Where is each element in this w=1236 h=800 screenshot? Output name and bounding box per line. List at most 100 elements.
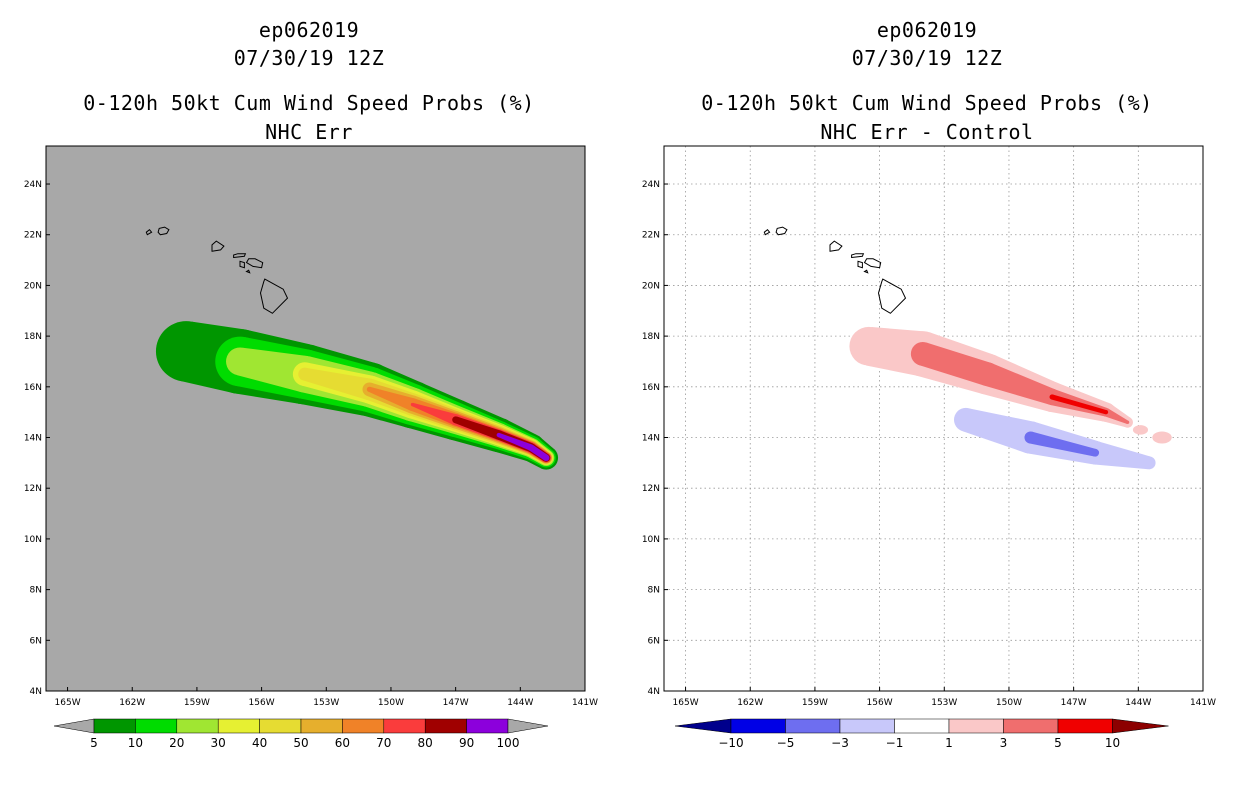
difference-map: 165W 162W 159W 156W 153W 150W 147W 144W 141W 4N 6N… [642, 145, 1216, 750]
plot-area [145, 226, 559, 470]
x-tick-label: 150W [378, 698, 404, 708]
colorbar-label: 70 [376, 736, 391, 750]
y-tick-label: 12N [24, 484, 42, 494]
colorbar-swatch [894, 718, 950, 734]
pos-anomaly-blob [1125, 420, 1130, 425]
plot-background [46, 146, 585, 691]
colorbar-label: −1 [886, 736, 904, 750]
prob-contour-segment [497, 432, 533, 451]
neg-anomaly-segment [1093, 441, 1151, 470]
colorbar-label: 30 [211, 736, 226, 750]
colorbar-label: 50 [293, 736, 308, 750]
prob-contour-level-90 [496, 432, 550, 462]
x-tick-label: 144W [507, 698, 533, 708]
colorbar-swatch [839, 718, 895, 734]
island-coastline-1 [157, 226, 170, 236]
pos-anomaly-extra-blob [1152, 431, 1172, 444]
colorbar-label: 60 [335, 736, 350, 750]
colorbar-swatch [93, 718, 136, 734]
colorbar-swatch [259, 718, 302, 734]
y-tick-label: 4N [648, 687, 660, 697]
neg-anomaly-level-3 [1024, 431, 1100, 457]
x-tick-label: 165W [673, 698, 699, 708]
pos-anomaly-segment [1051, 394, 1107, 415]
colorbar-label: 10 [1105, 736, 1120, 750]
datetime-title: 07/30/19 12Z [851, 46, 1003, 70]
pos-anomaly-blob [1103, 410, 1109, 415]
x-tick-label: 147W [443, 698, 469, 708]
colorbar-swatch [1003, 718, 1059, 734]
y-tick-label: 24N [642, 180, 660, 190]
colorbar-arrow-high [1112, 718, 1169, 734]
prob-contour-segment [303, 367, 372, 400]
right-panel: ep062019 07/30/19 12Z 0-120h 50kt Cum Wi… [618, 0, 1236, 800]
colorbar-label: 3 [1000, 736, 1008, 750]
island-coastline-3 [851, 253, 865, 259]
island-coastline-6 [863, 269, 869, 274]
y-tick-label: 8N [648, 586, 660, 596]
x-tick-label: 150W [996, 698, 1022, 708]
colorbar-swatch [217, 718, 260, 734]
neg-anomaly-segment [1029, 431, 1097, 457]
x-tick-label: 165W [55, 698, 81, 708]
colorbar-arrow-high [507, 718, 549, 734]
colorbar-label: 5 [1054, 736, 1062, 750]
x-tick-label: 159W [802, 698, 828, 708]
island-coastline-4 [245, 258, 264, 269]
island-coastline-5 [857, 260, 863, 269]
colorbar-label: 20 [169, 736, 184, 750]
plot-area [664, 146, 1203, 691]
colorbar-swatch [300, 718, 343, 734]
colorbar-swatch [1057, 718, 1113, 734]
plot-frame [45, 145, 586, 692]
neg-anomaly-blob [1091, 448, 1100, 457]
y-tick-label: 18N [24, 332, 42, 342]
y-tick-label: 16N [642, 383, 660, 393]
island-coastline-4 [863, 258, 882, 269]
datetime-title: 07/30/19 12Z [233, 46, 385, 70]
x-tick-label: 162W [119, 698, 145, 708]
pos-anomaly-segment [919, 342, 991, 386]
y-tick-label: 12N [642, 484, 660, 494]
prob-contour-segment [368, 386, 415, 411]
chart-title: 0-120h 50kt Cum Wind Speed Probs (%) [83, 91, 535, 115]
colorbar-swatch [383, 718, 426, 734]
y-tick-label: 14N [24, 434, 42, 444]
x-tick-label: 153W [931, 698, 957, 708]
colorbar: −10 −5 −3 −1 1 3 5 10 [674, 718, 1169, 750]
chart-subtitle: NHC Err - Control [820, 120, 1034, 144]
island-coastline-5 [239, 260, 245, 269]
colorbar-swatch [466, 718, 509, 734]
storm-id-title: ep062019 [258, 18, 360, 42]
neg-anomaly-blob [1142, 456, 1156, 470]
x-tick-label: 156W [249, 698, 275, 708]
island-coastline-7 [877, 278, 907, 314]
x-tick-label: 144W [1125, 698, 1151, 708]
colorbar-label: 90 [459, 736, 474, 750]
x-tick-label: 141W [1190, 698, 1216, 708]
colorbar-label: 40 [252, 736, 267, 750]
pos-anomaly-level-5 [1049, 394, 1109, 415]
colorbar-swatch [135, 718, 178, 734]
colorbar-label: 100 [497, 736, 520, 750]
y-tick-label: 6N [648, 636, 660, 646]
prob-contour-segment [454, 416, 501, 440]
prob-contour-blob [542, 454, 550, 462]
y-tick-label: 24N [24, 180, 42, 190]
y-tick-label: 22N [642, 231, 660, 241]
colorbar-label: 80 [418, 736, 433, 750]
island-coastline-6 [245, 269, 251, 274]
x-tick-label: 141W [572, 698, 598, 708]
colorbar-swatch [730, 718, 786, 734]
island-coastline-2 [211, 240, 225, 252]
island-coastline-1 [775, 226, 788, 236]
colorbar-swatch [342, 718, 385, 734]
colorbar-label: 5 [90, 736, 98, 750]
island-coastline-2 [829, 240, 843, 252]
colorbar: 5 10 20 30 40 50 60 70 80 90 100 [53, 718, 549, 750]
left-panel: ep062019 07/30/19 12Z 0-120h 50kt Cum Wi… [24, 18, 598, 750]
colorbar-swatch [785, 718, 841, 734]
x-tick-label: 147W [1061, 698, 1087, 708]
prob-contour-segment [411, 402, 458, 426]
pos-anomaly-extra-blob [1132, 425, 1149, 435]
